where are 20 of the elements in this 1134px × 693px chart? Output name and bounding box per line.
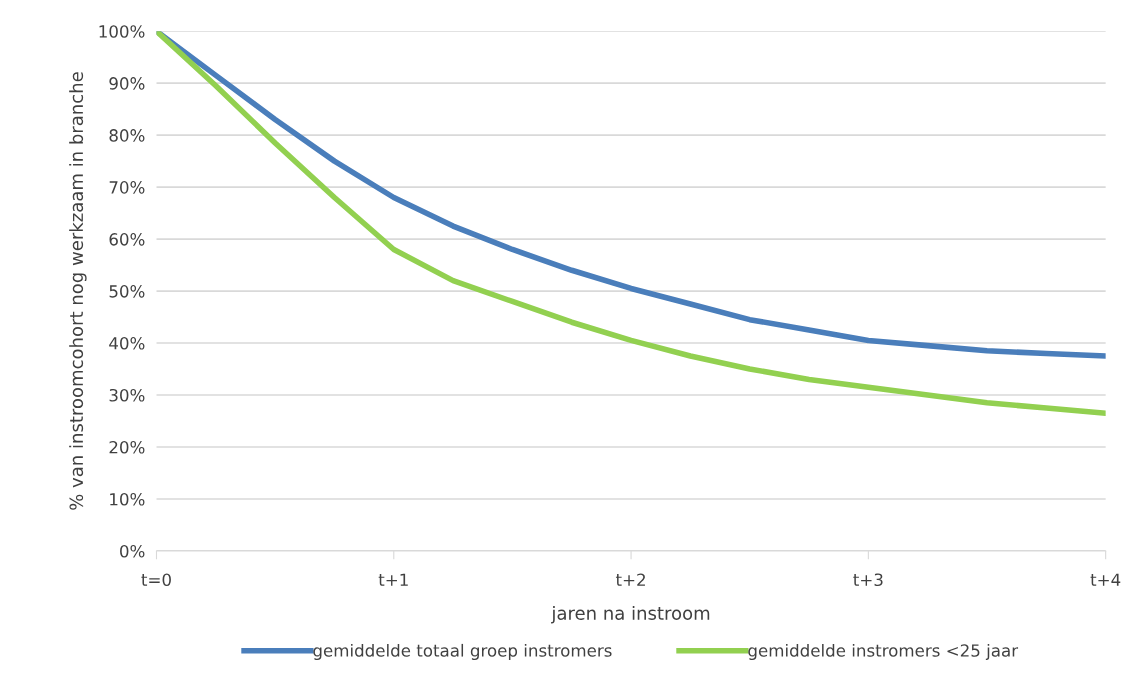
x-tick-label: t+1: [378, 573, 408, 586]
x-axis-title: jaren na instroom: [551, 605, 710, 624]
x-tick-label: t+4: [1090, 573, 1121, 586]
y-tick-label: 70%: [109, 181, 145, 194]
y-tick-label: 10%: [110, 492, 145, 506]
y-tick-label: 20%: [109, 440, 145, 454]
y-tick-label: 0%: [120, 544, 145, 558]
y-tick-label: 90%: [109, 77, 145, 90]
legend-label: gemiddelde totaal groep instromers: [313, 643, 612, 661]
y-axis-title: % van instroomcohort nog werkzaam in branche: [69, 72, 87, 510]
y-tick-label: 40%: [109, 337, 145, 350]
y-tick-label: 60%: [109, 233, 145, 246]
y-tick-label: 30%: [109, 388, 145, 402]
x-tick-label: t+2: [615, 573, 645, 586]
x-tick-label: t=0: [141, 573, 171, 587]
legend-label: gemiddelde instromers <25 jaar: [748, 643, 1019, 661]
x-tick-label: t+3: [853, 573, 883, 587]
y-tick-label: 80%: [109, 129, 145, 142]
y-tick-label: 50%: [109, 285, 145, 298]
y-tick-label: 100%: [99, 25, 145, 38]
